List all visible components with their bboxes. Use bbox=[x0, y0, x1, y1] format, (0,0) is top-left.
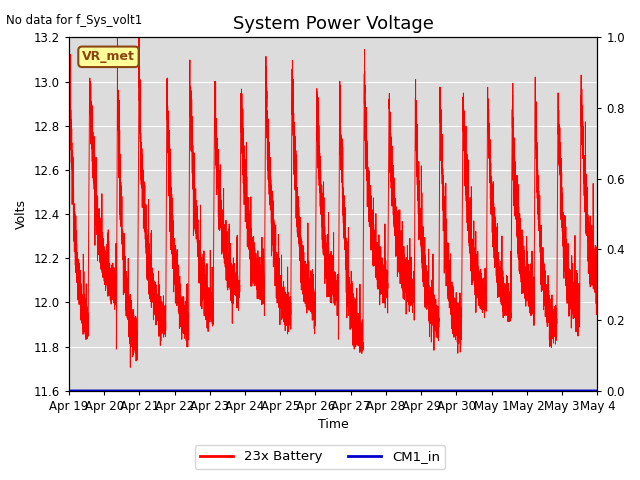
Text: VR_met: VR_met bbox=[82, 50, 135, 63]
Title: System Power Voltage: System Power Voltage bbox=[233, 15, 433, 33]
Legend: 23x Battery, CM1_in: 23x Battery, CM1_in bbox=[195, 445, 445, 468]
Text: No data for f_Sys_volt1: No data for f_Sys_volt1 bbox=[6, 14, 143, 27]
Y-axis label: Volts: Volts bbox=[15, 199, 28, 229]
X-axis label: Time: Time bbox=[317, 419, 348, 432]
